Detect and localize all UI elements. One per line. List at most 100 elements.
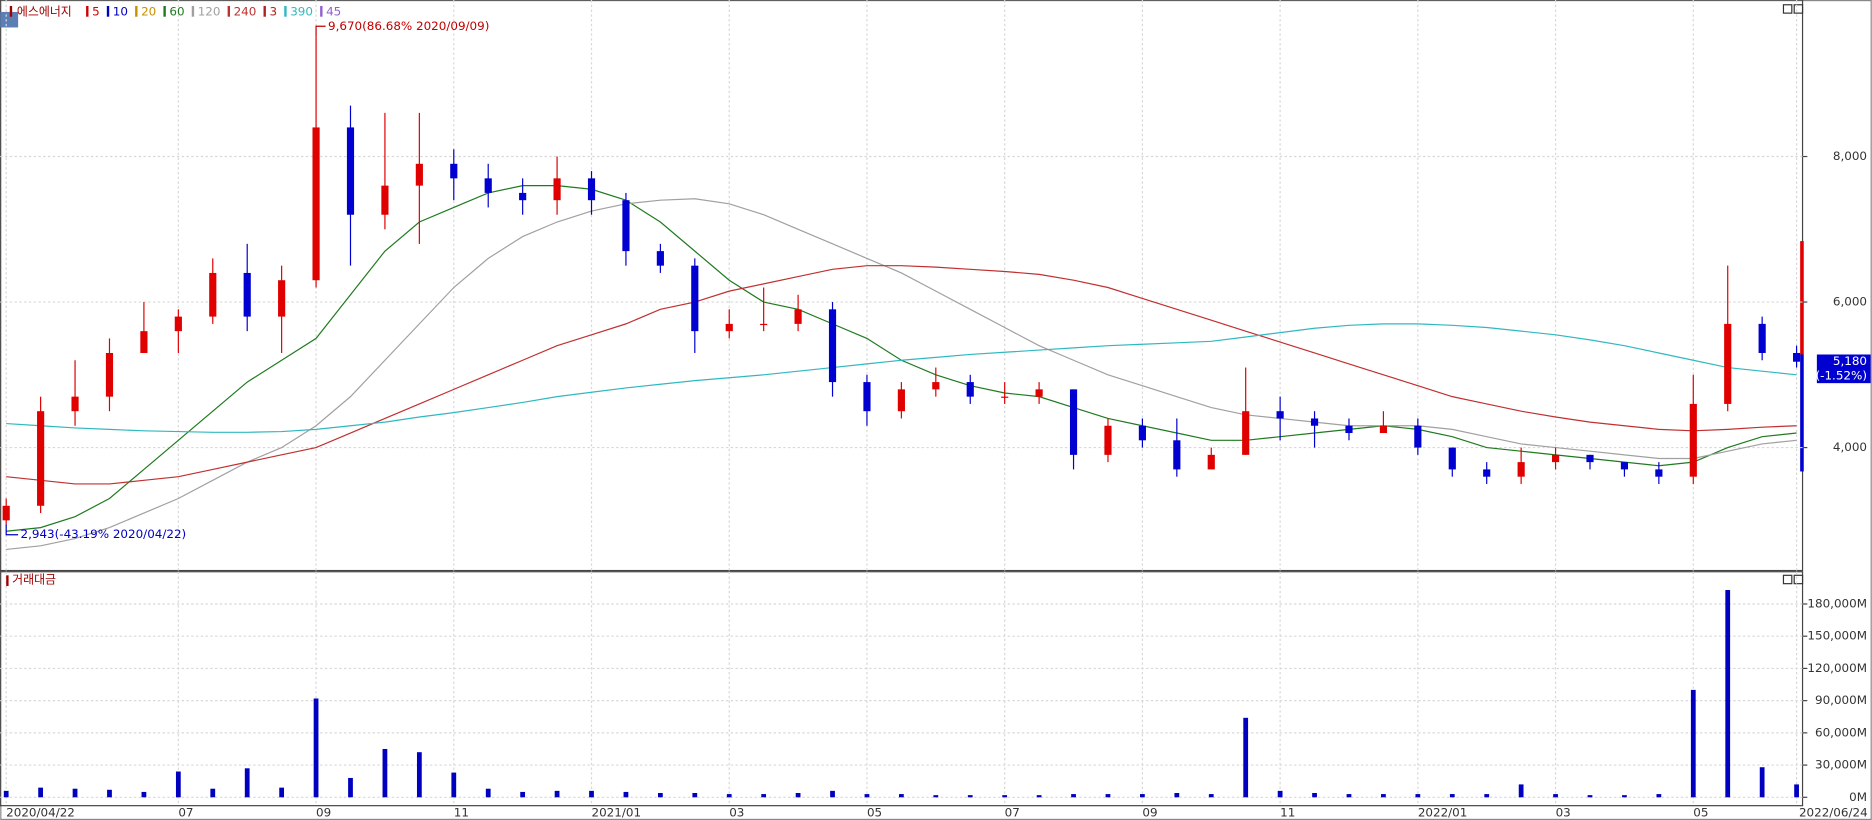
candle-body — [346, 127, 355, 215]
x-tick-label: 05 — [1693, 805, 1708, 819]
x-tick-label: 2021/01 — [592, 805, 642, 819]
legend-swatch — [227, 5, 231, 17]
y-tick-label: 120,000M — [1807, 661, 1867, 675]
volume-bar — [554, 790, 560, 798]
panel-icon[interactable] — [0, 11, 19, 28]
volume-bar — [1690, 689, 1696, 798]
volume-bar — [726, 794, 732, 798]
x-tick-label: 09 — [316, 805, 331, 819]
volume-bar — [72, 788, 78, 798]
legend-swatch — [191, 5, 195, 17]
moving-average-line — [6, 265, 1797, 485]
volume-bar — [141, 791, 147, 798]
volume-bar — [933, 795, 939, 798]
candle-body — [450, 163, 458, 179]
volume-bar — [1002, 795, 1008, 798]
candle-body — [863, 382, 871, 412]
maximize-button[interactable] — [1782, 4, 1793, 14]
candle-body — [381, 185, 389, 215]
volume-bar — [1484, 794, 1490, 798]
volume-bar — [175, 771, 181, 798]
legend-swatch — [284, 5, 287, 17]
volume-bar — [1622, 795, 1627, 798]
volume-bar — [1415, 794, 1421, 798]
candle-body — [1551, 454, 1560, 463]
y-tick-label: 0M — [1849, 790, 1867, 804]
legend-swatch — [263, 5, 266, 17]
candle-body — [1414, 425, 1422, 448]
candle-body — [1793, 352, 1801, 362]
close-button[interactable] — [1793, 4, 1804, 14]
legend-label: 3 — [269, 4, 277, 18]
legend-label: 240 — [234, 4, 257, 18]
low-annotation: 2,943(-43.19% 2020/04/22) — [21, 527, 187, 541]
volume-bar — [589, 790, 594, 798]
annotation-leader — [315, 25, 326, 36]
candle-body — [1379, 425, 1387, 434]
candle-body — [1689, 403, 1697, 477]
candle-body — [1001, 396, 1009, 398]
candle-body — [1207, 454, 1215, 470]
candle-body — [415, 163, 423, 186]
candle-body — [209, 272, 217, 317]
volume-bar — [795, 793, 801, 798]
x-tick-label: 07 — [178, 805, 193, 819]
candle-body — [519, 192, 527, 201]
volume-bar — [1277, 790, 1283, 798]
x-tick-label: 11 — [454, 805, 469, 819]
volume-title: 거래대금 — [12, 573, 56, 587]
candle-body — [794, 309, 802, 324]
legend-label: 10 — [113, 4, 128, 18]
x-tick-label: 05 — [867, 805, 882, 819]
volume-bar — [1071, 794, 1076, 798]
x-tick-label: 03 — [729, 805, 744, 819]
volume-bar — [1449, 794, 1455, 798]
volume-bar — [38, 787, 44, 798]
candle-body — [1069, 389, 1078, 455]
volume-bar — [1553, 794, 1558, 798]
annotation-leader — [5, 524, 19, 536]
volume-bar — [1174, 793, 1180, 798]
range-indicator — [1800, 241, 1804, 355]
candle-body — [1242, 411, 1250, 455]
volume-bar — [1518, 784, 1524, 798]
close-button[interactable] — [1793, 574, 1804, 585]
high-annotation: 9,670(86.68% 2020/09/09) — [328, 19, 489, 33]
candle-body — [1138, 425, 1146, 441]
candle-body — [725, 323, 733, 332]
candle-body — [691, 265, 699, 332]
candle-body — [1104, 425, 1112, 455]
candle-body — [484, 178, 492, 193]
volume-bar — [1036, 795, 1042, 798]
moving-average-line — [6, 198, 1797, 551]
candle-body — [71, 396, 79, 412]
volume-bar — [1208, 794, 1214, 798]
volume-bar — [657, 793, 663, 798]
legend-label: 5 — [92, 4, 100, 18]
legend-swatch — [163, 5, 166, 17]
x-tick-label: 07 — [1005, 805, 1020, 819]
candle-body — [1035, 389, 1043, 397]
candle-body — [105, 352, 114, 397]
candle-body — [1448, 447, 1456, 470]
candle-body — [1620, 462, 1629, 470]
volume-bar — [623, 791, 629, 798]
volume-bar — [520, 791, 526, 798]
legend-swatch — [6, 575, 9, 587]
volume-bar — [485, 788, 491, 798]
legend-label: 20 — [141, 4, 156, 18]
volume-bar — [348, 777, 353, 798]
x-tick-label: 11 — [1280, 805, 1295, 819]
volume-bar — [313, 698, 319, 798]
chart-title: 에스에너지 — [17, 4, 72, 18]
volume-bar — [279, 787, 285, 798]
candle-body — [932, 382, 940, 390]
x-tick-label: 03 — [1556, 805, 1571, 819]
legend-swatch — [320, 5, 323, 17]
maximize-button[interactable] — [1782, 574, 1793, 585]
candle-body — [897, 389, 905, 412]
legend-label: 390 — [290, 4, 313, 18]
legend-label: 60 — [169, 4, 184, 18]
candle-body — [243, 272, 251, 317]
